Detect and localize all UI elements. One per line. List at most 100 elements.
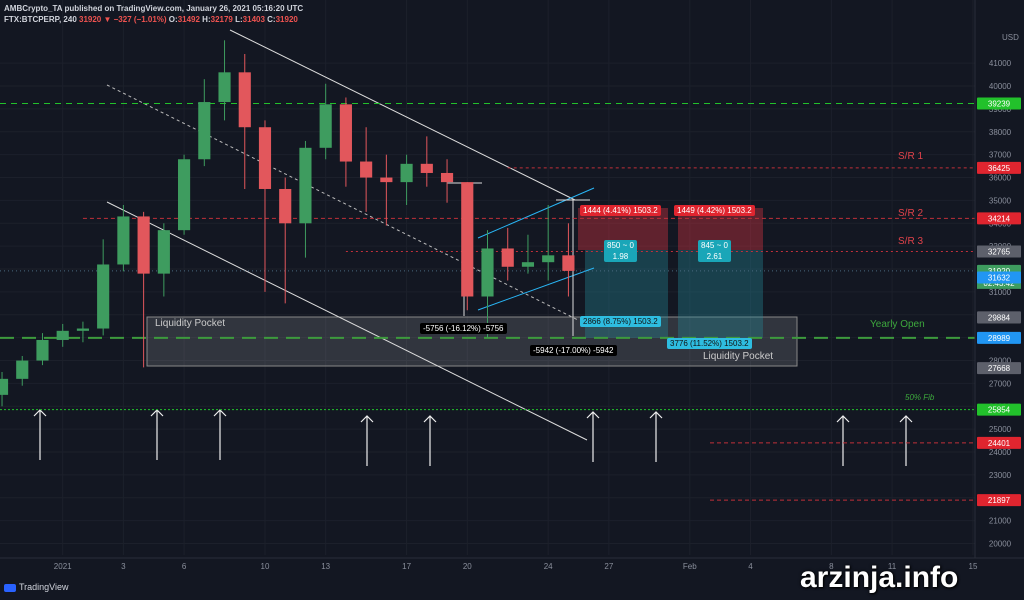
y-tick-label: 38000 bbox=[989, 128, 1012, 137]
candle-body bbox=[178, 159, 191, 231]
price-tag-label: 24401 bbox=[988, 439, 1011, 448]
candle-body bbox=[258, 127, 272, 189]
price-tag: 34214 bbox=[977, 212, 1021, 225]
price-tag-bg bbox=[977, 97, 1021, 110]
annotation: Yearly Open bbox=[870, 319, 925, 330]
y-tick-label: 27000 bbox=[989, 379, 1012, 388]
price-axis: 2000021000220002300024000250002600027000… bbox=[54, 59, 1021, 571]
candle-body bbox=[521, 262, 535, 267]
candle-body bbox=[461, 182, 474, 297]
symbol: FTX:BTCPERP, 240 bbox=[4, 15, 77, 24]
price-tag: 39239 bbox=[977, 97, 1021, 110]
price-tag: 32765 bbox=[977, 245, 1021, 258]
candle-body bbox=[0, 378, 9, 395]
long-box bbox=[678, 250, 763, 338]
candle-body bbox=[299, 147, 312, 224]
trend-line bbox=[229, 29, 576, 201]
x-tick-label: 17 bbox=[402, 562, 411, 571]
candle-body bbox=[218, 72, 231, 103]
short-label: 1444 (4.41%) 1503.2 bbox=[580, 205, 661, 216]
ratio: 1.98 bbox=[612, 252, 629, 261]
candle-body bbox=[97, 264, 110, 329]
x-tick-label: 2021 bbox=[54, 562, 72, 571]
y-tick-label: 23000 bbox=[989, 471, 1012, 480]
measure-label: -5942 (-17.00%) -5942 bbox=[530, 345, 617, 356]
ratio-label: 845 ~ 0 2.61 bbox=[698, 240, 731, 262]
price-tag-bg bbox=[977, 212, 1021, 225]
y-tick-label: 20000 bbox=[989, 540, 1012, 549]
candle-body bbox=[157, 230, 170, 274]
annotation: 50% Fib bbox=[905, 393, 935, 402]
candle-body bbox=[339, 104, 352, 162]
candle-body bbox=[440, 172, 454, 183]
ohlc-value: 31492 bbox=[177, 15, 200, 24]
y-tick-label: 37000 bbox=[989, 151, 1012, 160]
price-tag-bg bbox=[977, 271, 1021, 284]
x-tick-label: 11 bbox=[888, 562, 897, 571]
axis-unit: USD bbox=[1002, 33, 1019, 42]
price-tag-bg bbox=[977, 362, 1021, 375]
last-price: 31920 bbox=[79, 15, 102, 24]
candle-body bbox=[360, 161, 373, 178]
candle-body bbox=[76, 328, 90, 331]
candle-body bbox=[117, 216, 130, 265]
ohlc-label: C: bbox=[267, 15, 276, 24]
price-tag: 21897 bbox=[977, 494, 1021, 507]
candle-body bbox=[542, 255, 555, 263]
candle-body bbox=[420, 163, 433, 173]
ohlc-value: 31920 bbox=[275, 15, 298, 24]
brand-name: TradingView bbox=[19, 582, 69, 592]
x-tick-label: 8 bbox=[829, 562, 834, 571]
levels bbox=[0, 102, 975, 501]
candle-body bbox=[380, 177, 393, 183]
ratio-label: 850 ~ 0 1.98 bbox=[604, 240, 637, 262]
x-tick-label: 10 bbox=[261, 562, 270, 571]
price-tag-label: 29884 bbox=[988, 313, 1011, 322]
price-tag-bg bbox=[977, 161, 1021, 174]
price-tag: 27668 bbox=[977, 362, 1021, 375]
price-tag-bg bbox=[977, 494, 1021, 507]
ratio: 845 ~ 0 bbox=[701, 241, 728, 250]
channel-line bbox=[477, 267, 595, 311]
candles bbox=[0, 40, 575, 407]
x-tick-label: 3 bbox=[121, 562, 126, 571]
candle-body bbox=[319, 104, 332, 148]
brand: TradingView bbox=[4, 582, 69, 593]
candle-body bbox=[481, 248, 494, 297]
x-tick-label: 15 bbox=[969, 562, 978, 571]
annotation: S/R 3 bbox=[898, 236, 924, 247]
y-tick-label: 36000 bbox=[989, 174, 1012, 183]
x-tick-label: 27 bbox=[604, 562, 613, 571]
long-label: 3776 (11.52%) 1503.2 bbox=[667, 338, 752, 349]
long-label: 2866 (8.75%) 1503.2 bbox=[580, 316, 661, 327]
price-tag-label: 36425 bbox=[988, 164, 1011, 173]
candle-body bbox=[56, 330, 69, 340]
x-tick-label: Feb bbox=[683, 562, 697, 571]
price-tag-bg bbox=[977, 245, 1021, 258]
price-tag: 25854 bbox=[977, 403, 1021, 416]
price-tag-label: 25854 bbox=[988, 406, 1011, 415]
y-tick-label: 25000 bbox=[989, 425, 1012, 434]
short-label: 1449 (4.42%) 1503.2 bbox=[674, 205, 755, 216]
measure-label: -5756 (-16.12%) -5756 bbox=[420, 323, 507, 334]
price-tag-bg bbox=[977, 311, 1021, 324]
change: ▼ −327 (−1.01%) bbox=[103, 15, 167, 24]
candle-body bbox=[16, 360, 29, 379]
candle-body bbox=[36, 339, 49, 361]
y-tick-label: 41000 bbox=[989, 59, 1012, 68]
annotation: S/R 2 bbox=[898, 208, 924, 219]
ohlc: O:31492 H:32179 L:31403 C:31920 bbox=[169, 15, 298, 24]
candle-body bbox=[562, 255, 575, 271]
ohlc-label: O: bbox=[168, 15, 178, 24]
y-tick-label: 35000 bbox=[989, 196, 1012, 205]
trend-line bbox=[106, 201, 588, 441]
price-tag-label: 39239 bbox=[988, 99, 1011, 108]
ohlc-label: H: bbox=[202, 15, 211, 24]
candle-body bbox=[400, 163, 413, 183]
trend-line bbox=[106, 84, 579, 321]
x-tick-label: 13 bbox=[321, 562, 330, 571]
price-tag: 31632 bbox=[977, 271, 1021, 284]
price-tag: 24401 bbox=[977, 436, 1021, 449]
candle-body bbox=[198, 102, 211, 160]
